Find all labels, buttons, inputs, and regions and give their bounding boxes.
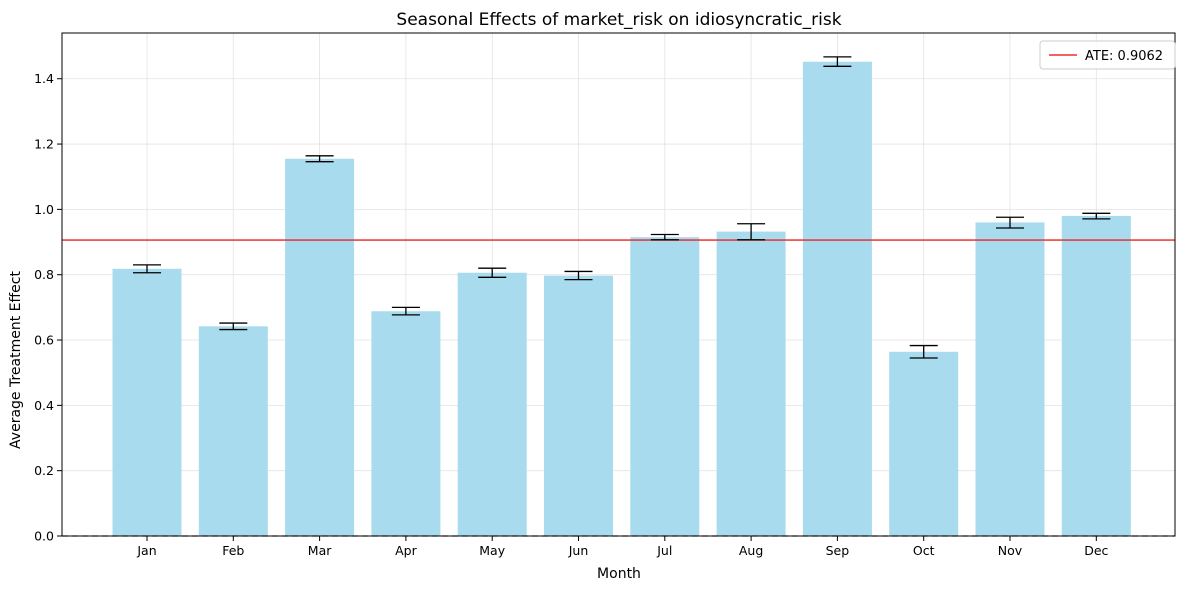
- bar-apr: [371, 311, 441, 536]
- x-tick-label-jul: Jul: [656, 543, 672, 558]
- bars-layer: [112, 61, 1131, 536]
- chart-title: Seasonal Effects of market_risk on idios…: [396, 10, 841, 30]
- bar-feb: [198, 326, 268, 536]
- bar-jul: [630, 237, 700, 536]
- y-axis-label: Average Treatment Effect: [8, 271, 24, 449]
- x-tick-label-aug: Aug: [739, 543, 763, 558]
- x-tick-label-apr: Apr: [395, 543, 417, 558]
- legend-ate-label: ATE: 0.9062: [1085, 49, 1163, 64]
- bar-may: [457, 272, 527, 536]
- axes-layer: [61, 32, 1176, 537]
- y-tick-label: 0.6: [34, 333, 54, 348]
- legend: ATE: 0.9062: [1039, 40, 1176, 70]
- bar-jan: [112, 268, 182, 536]
- y-tick-label: 0.0: [34, 529, 54, 544]
- y-tick-label: 0.8: [34, 267, 54, 282]
- bar-dec: [1061, 215, 1131, 536]
- y-tick-label: 1.4: [34, 71, 54, 86]
- x-tick-label-sep: Sep: [826, 543, 850, 558]
- y-tick-label: 1.2: [34, 137, 54, 152]
- x-tick-label-may: May: [479, 543, 505, 558]
- bar-oct: [889, 351, 959, 536]
- bar-mar: [285, 158, 355, 536]
- x-axis-label: Month: [597, 566, 641, 582]
- x-tick-label-jan: Jan: [136, 543, 156, 558]
- y-tick-label: 0.4: [34, 398, 54, 413]
- bar-aug: [716, 231, 786, 536]
- x-tick-label-nov: Nov: [998, 543, 1023, 558]
- ticks-layer: 0.0 0.2 0.4 0.6 0.8 1.0 1.2 1.4 Jan Feb Mar Apr May J…: [34, 71, 1108, 558]
- x-tick-label-feb: Feb: [222, 543, 244, 558]
- x-tick-label-dec: Dec: [1084, 543, 1108, 558]
- bar-nov: [975, 222, 1045, 536]
- y-tick-label: 0.2: [34, 463, 54, 478]
- y-tick-label: 1.0: [34, 202, 54, 217]
- plot-frame: [61, 32, 1176, 537]
- x-tick-label-oct: Oct: [913, 543, 935, 558]
- x-tick-label-mar: Mar: [308, 543, 332, 558]
- error-bars-layer: [133, 56, 1111, 359]
- legend-box: [1039, 40, 1176, 70]
- bar-jun: [544, 275, 613, 536]
- bar-sep: [802, 61, 872, 536]
- x-tick-label-jun: Jun: [568, 543, 589, 558]
